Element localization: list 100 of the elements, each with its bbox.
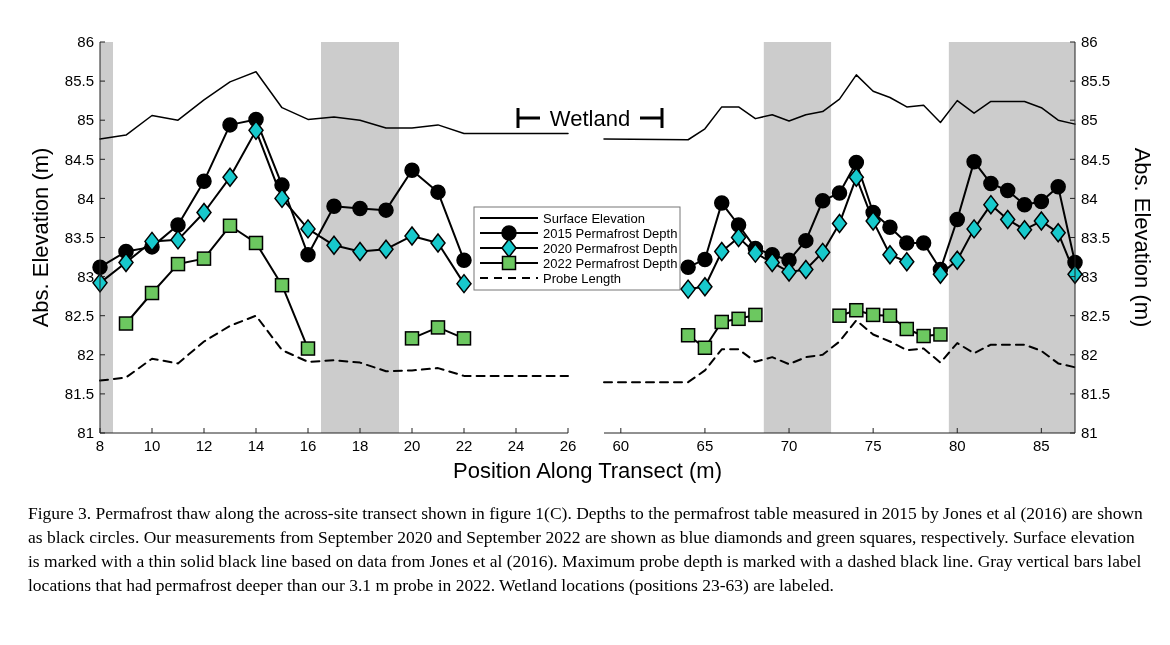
point [748, 307, 763, 323]
point [798, 259, 814, 280]
y-tick-label: 85 [77, 111, 94, 129]
point [430, 184, 446, 200]
point [430, 233, 446, 253]
x-tick-label: 20 [403, 437, 421, 454]
point [430, 320, 446, 335]
x-tick-label: 65 [696, 437, 714, 454]
y2-tick-label: 81 [1081, 424, 1098, 442]
point [848, 167, 865, 188]
point [456, 252, 472, 268]
x-tick-label: 75 [864, 437, 882, 454]
y2-tick-label: 86 [1081, 33, 1098, 51]
point [170, 256, 186, 272]
legend-label: 2015 Permafrost Depth [543, 225, 678, 241]
point [456, 331, 472, 346]
y-axis-title: Abs. Elevation (m) [28, 147, 53, 328]
y2-tick-label: 82.5 [1081, 306, 1111, 324]
point [831, 185, 848, 201]
point [882, 308, 898, 323]
point [222, 218, 238, 234]
point [196, 202, 212, 223]
point [144, 231, 160, 252]
point [899, 321, 915, 337]
point [1050, 178, 1066, 195]
point [731, 311, 746, 327]
y2-tick-label: 84 [1081, 189, 1098, 207]
point [932, 264, 949, 284]
annotation: Wetland [549, 105, 631, 131]
y2-tick-label: 83 [1081, 267, 1098, 285]
legend-label: 2020 Permafrost Depth [543, 240, 678, 256]
point [248, 235, 264, 251]
line-series [603, 319, 1076, 384]
point [899, 251, 915, 272]
point [680, 279, 696, 299]
point [144, 285, 160, 301]
point [966, 219, 982, 239]
point [764, 252, 780, 273]
point [1033, 211, 1050, 231]
point [352, 241, 368, 262]
point [697, 277, 713, 297]
x-tick-label: 70 [780, 437, 798, 454]
legend-label: Surface Elevation [543, 210, 645, 226]
y-tick-label: 85.5 [64, 72, 94, 90]
x-tick-label: 8 [95, 437, 105, 454]
point [933, 327, 948, 342]
x-tick-label: 60 [612, 437, 630, 454]
y2-tick-label: 85 [1081, 111, 1098, 129]
y2-axis-title: Abs. Elevation (m) [1130, 147, 1155, 328]
point [118, 316, 134, 331]
point [849, 302, 864, 318]
point [680, 328, 696, 343]
point [300, 219, 316, 239]
point [222, 117, 238, 133]
point [1016, 219, 1033, 240]
legend-label: Probe Length [543, 270, 622, 286]
point [1033, 193, 1050, 210]
point [831, 213, 848, 234]
point [170, 217, 186, 233]
point [730, 227, 747, 248]
point [798, 232, 814, 249]
point [196, 251, 212, 266]
point [326, 198, 342, 214]
point [1016, 196, 1033, 213]
point [781, 262, 797, 282]
x-tick-label: 12 [195, 437, 213, 454]
y2-tick-label: 82 [1081, 346, 1098, 364]
point [865, 211, 881, 231]
point [300, 246, 316, 263]
y-tick-label: 82 [77, 346, 94, 364]
x-tick-label: 80 [948, 437, 966, 454]
point [170, 230, 186, 250]
point [714, 314, 729, 330]
line-series [99, 314, 569, 382]
point [404, 331, 420, 346]
x-axis-title: Position Along Transect (m) [452, 458, 723, 483]
point [326, 235, 342, 256]
caption: Figure 3. Permafrost thaw along the across-site transect shown in figure 1(C). Depths to the permafrost table measured in 2015 by Jones et al (2016) are shown as black circles. Our measurements from September 2020 and September 2022 are shown as blue diamonds and green squares, respectively. Surface elevation is marked with a thin solid black line based on data from Jones et al (2016). Maximum probe depth is marked with a dashed black line. Gray vertical bars label locations that had permafrost deeper than our 3.1 m probe in 2022. Wetland locations (positions 23-63) are labeled. [28, 502, 1144, 597]
y-tick-label: 81.5 [64, 385, 94, 403]
x-tick-label: 24 [507, 437, 525, 454]
point [714, 195, 730, 211]
point [747, 243, 764, 263]
point [814, 242, 831, 263]
point [222, 167, 238, 188]
y-tick-label: 83.5 [64, 228, 94, 246]
x-tick-label: 14 [247, 437, 265, 454]
y-tick-label: 86 [77, 33, 94, 51]
y2-tick-label: 81.5 [1081, 385, 1111, 403]
point [456, 273, 472, 294]
x-tick-label: 26 [559, 437, 577, 454]
x-tick-label: 22 [455, 437, 473, 454]
y-tick-label: 84.5 [64, 150, 94, 168]
point [865, 307, 881, 323]
point [378, 202, 394, 218]
x-tick-label: 16 [299, 437, 317, 454]
point [1050, 223, 1066, 243]
point [248, 120, 264, 141]
point [832, 308, 847, 323]
point [916, 328, 931, 344]
x-tick-label: 85 [1033, 437, 1050, 454]
